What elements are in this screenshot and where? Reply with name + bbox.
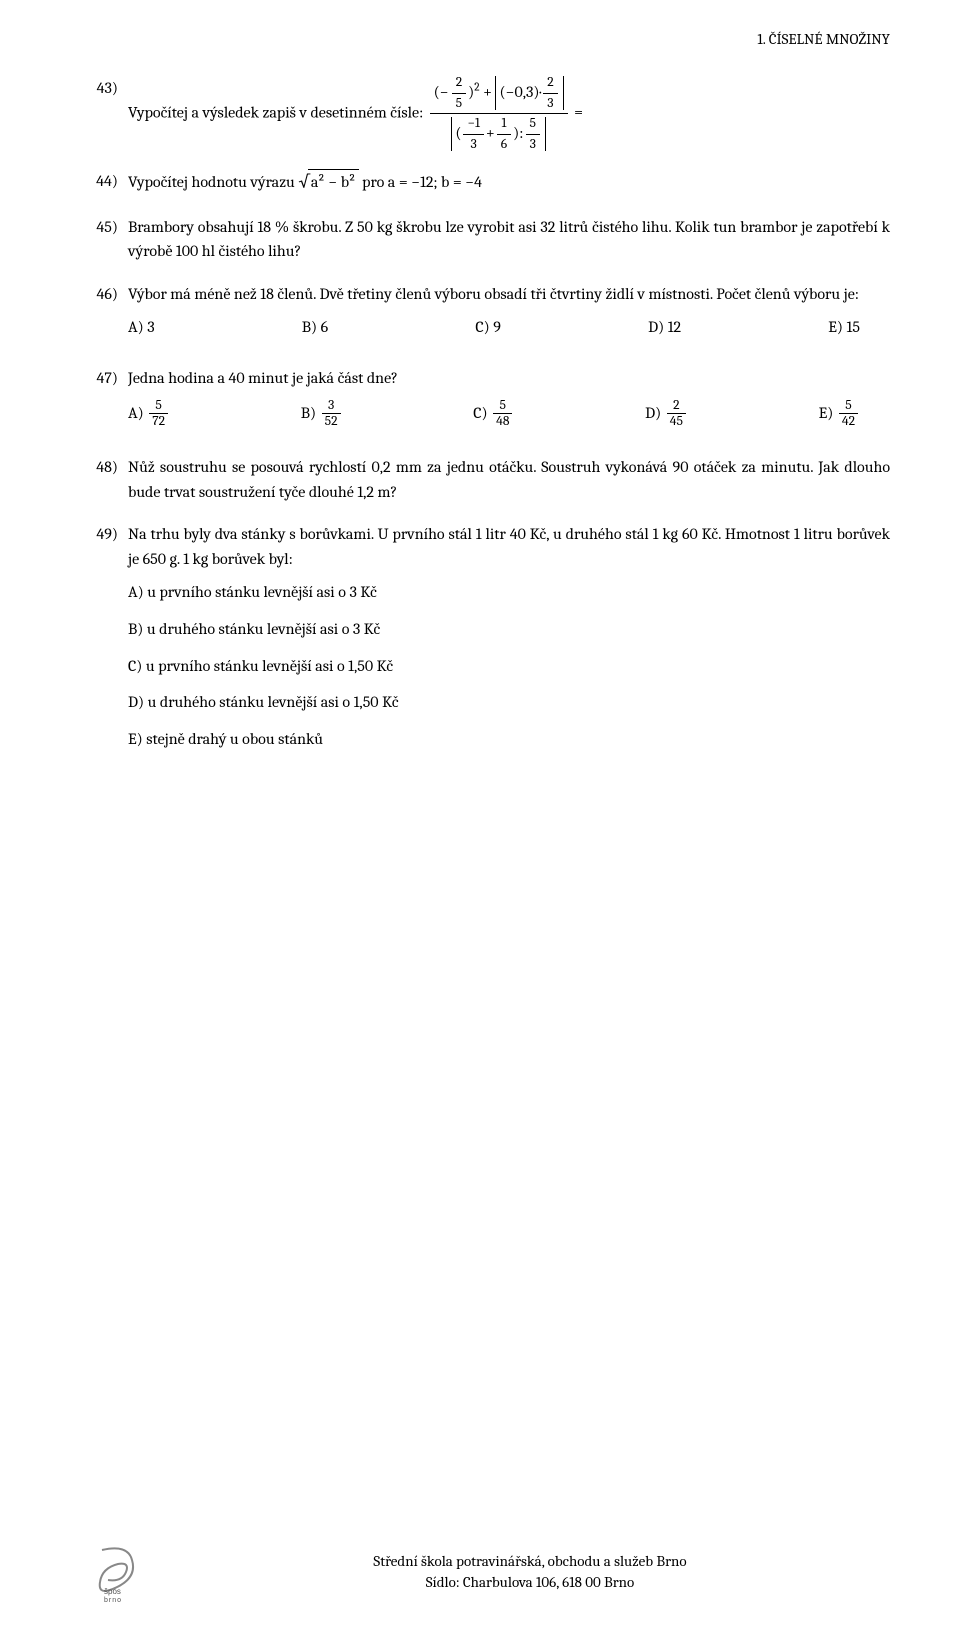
- answer-d: D) u druhého stánku levnější asi o 1,50 …: [128, 690, 890, 715]
- option-b: B) 352: [301, 399, 343, 429]
- logo-text-bot: brno: [104, 1597, 122, 1602]
- problem-statement: Výbor má méně než 18 členů. Dvě třetiny …: [128, 285, 859, 303]
- problem-text: Brambory obsahují 18 % škrobu. Z 50 kg š…: [128, 215, 890, 265]
- plus-sign: +: [483, 83, 492, 101]
- frac-den: 3: [526, 135, 540, 152]
- colon-sign: :: [519, 124, 523, 142]
- frac-den: 6: [497, 135, 511, 152]
- problem-text: Vypočítej a výsledek zapiš v desetinném …: [128, 76, 890, 151]
- option-d: D) 12: [648, 315, 681, 340]
- frac-den: 72: [149, 414, 168, 429]
- option-label: D): [645, 403, 661, 421]
- frac-den: 3: [543, 94, 557, 111]
- option-label: A): [128, 403, 144, 421]
- problem-43: 43) Vypočítej a výsledek zapiš v desetin…: [90, 76, 890, 151]
- school-logo-icon: špos brno: [90, 1542, 150, 1602]
- plus-sign: +: [486, 124, 495, 142]
- problem-number: 43): [90, 76, 128, 151]
- problem-statement: Na trhu byly dva stánky s borůvkami. U p…: [128, 525, 890, 568]
- frac-den: 52: [322, 414, 341, 429]
- problem-number: 49): [90, 522, 128, 764]
- frac-num: 2: [452, 76, 466, 94]
- option-d: D) 245: [645, 399, 688, 429]
- logo-text-top: špos: [104, 1587, 121, 1596]
- frac-num: 5: [839, 399, 858, 415]
- frac-num: −1: [463, 117, 483, 135]
- equals-sign: =: [574, 103, 583, 121]
- problem-number: 44): [90, 169, 128, 196]
- option-c: C) 9: [475, 315, 501, 340]
- frac-num: 5: [526, 117, 540, 135]
- math-expression: √a² − b² pro a = −12; b = −4: [298, 173, 482, 191]
- frac-den: 3: [463, 135, 483, 152]
- footer-line1: Střední škola potravinářská, obchodu a s…: [170, 1551, 890, 1572]
- answer-list: A) u prvního stánku levnější asi o 3 Kč …: [128, 580, 890, 752]
- text-prefix: Vypočítej hodnotu výrazu: [128, 173, 298, 191]
- problem-prefix: Vypočítej a výsledek zapiš v desetinném …: [128, 103, 427, 121]
- problem-47: 47) Jedna hodina a 40 minut je jaká část…: [90, 366, 890, 437]
- option-label: B): [301, 403, 316, 421]
- radicand: a² − b²: [308, 169, 359, 195]
- problem-text: Výbor má méně než 18 členů. Dvě třetiny …: [128, 282, 890, 348]
- frac-num: 5: [493, 399, 512, 415]
- options-row: A) 572 B) 352 C) 548 D) 245 E) 542: [128, 399, 890, 429]
- problem-45: 45) Brambory obsahují 18 % škrobu. Z 50 …: [90, 215, 890, 265]
- option-a: A) 572: [128, 399, 170, 429]
- option-label: E): [819, 403, 834, 421]
- problem-49: 49) Na trhu byly dva stánky s borůvkami.…: [90, 522, 890, 764]
- answer-e: E) stejně drahý u obou stánků: [128, 727, 890, 752]
- answer-a: A) u prvního stánku levnější asi o 3 Kč: [128, 580, 890, 605]
- frac-num: 3: [322, 399, 341, 415]
- frac-den: 48: [493, 414, 512, 429]
- problem-text: Vypočítej hodnotu výrazu √a² − b² pro a …: [128, 169, 890, 196]
- option-e: E) 15: [828, 315, 860, 340]
- problem-number: 45): [90, 215, 128, 265]
- option-c: C) 548: [473, 399, 514, 429]
- problem-number: 48): [90, 455, 128, 505]
- factor: (−0,3)·: [499, 83, 541, 101]
- section-header: 1. ČÍSELNÉ MNOŽINY: [90, 30, 890, 48]
- options-row: A) 3 B) 6 C) 9 D) 12 E) 15: [128, 315, 890, 340]
- problem-46: 46) Výbor má méně než 18 členů. Dvě třet…: [90, 282, 890, 348]
- frac-num: 5: [149, 399, 168, 415]
- conditions: pro a = −12; b = −4: [359, 173, 482, 191]
- exponent: 2: [474, 81, 479, 94]
- minus-sign: −: [440, 83, 449, 101]
- problem-48: 48) Nůž soustruhu se posouvá rychlostí 0…: [90, 455, 890, 505]
- frac-num: 1: [497, 117, 511, 135]
- option-e: E) 542: [819, 399, 860, 429]
- frac-num: 2: [543, 76, 557, 94]
- math-expression: (− 25)2 + (−0,3)·23 (−13+16):53 =: [427, 103, 583, 121]
- page-footer: špos brno Střední škola potravinářská, o…: [90, 1542, 890, 1602]
- option-b: B) 6: [302, 315, 328, 340]
- option-label: C): [473, 403, 487, 421]
- answer-c: C) u prvního stánku levnější asi o 1,50 …: [128, 654, 890, 679]
- problem-number: 46): [90, 282, 128, 348]
- frac-den: 45: [667, 414, 686, 429]
- frac-num: 2: [667, 399, 686, 415]
- problem-text: Nůž soustruhu se posouvá rychlostí 0,2 m…: [128, 455, 890, 505]
- footer-line2: Sídlo: Charbulova 106, 618 00 Brno: [170, 1572, 890, 1593]
- problem-text: Jedna hodina a 40 minut je jaká část dne…: [128, 366, 890, 437]
- frac-den: 5: [452, 94, 466, 111]
- answer-b: B) u druhého stánku levnější asi o 3 Kč: [128, 617, 890, 642]
- footer-text: Střední škola potravinářská, obchodu a s…: [170, 1551, 890, 1593]
- problem-text: Na trhu byly dva stánky s borůvkami. U p…: [128, 522, 890, 764]
- frac-den: 42: [839, 414, 858, 429]
- problem-statement: Jedna hodina a 40 minut je jaká část dne…: [128, 369, 398, 387]
- problem-number: 47): [90, 366, 128, 437]
- problem-44: 44) Vypočítej hodnotu výrazu √a² − b² pr…: [90, 169, 890, 196]
- option-a: A) 3: [128, 315, 155, 340]
